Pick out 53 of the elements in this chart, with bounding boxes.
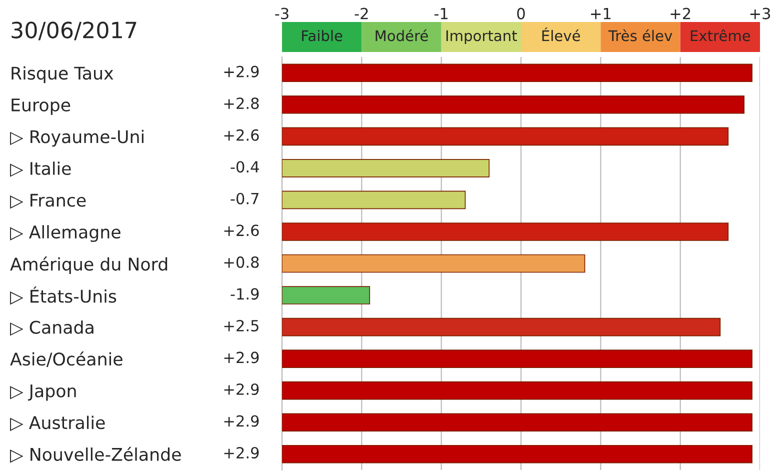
y-tick-label: ▷ Italie — [10, 162, 71, 177]
y-tick-label: Amérique du Nord — [10, 256, 168, 274]
data-label: +0.8 — [224, 256, 259, 268]
bar — [282, 286, 370, 304]
y-tick-label: Asie/Océanie — [10, 352, 122, 368]
text: Élevé — [542, 28, 580, 42]
x-tick-label: -3 — [275, 8, 288, 20]
bar — [282, 127, 729, 146]
text: Très élev — [608, 29, 672, 42]
y-tick-label: ▷ Australie — [10, 416, 105, 432]
data-label: +2.6 — [224, 129, 259, 141]
data-label: +2.9 — [224, 446, 259, 459]
x-tick-label: +3 — [750, 8, 770, 20]
y-tick-label: ▷ Canada — [10, 320, 94, 336]
x-tick-label: +2 — [670, 8, 690, 20]
bar — [282, 318, 721, 336]
bar — [282, 444, 752, 464]
bar — [282, 254, 586, 273]
y-tick-label: Risque Taux — [12, 66, 114, 84]
y-tick-label: Europe — [12, 98, 70, 115]
text: Modéré — [376, 29, 428, 42]
y-tick-label: ▷ Japon — [10, 384, 76, 401]
bar — [282, 381, 752, 400]
text: Extrême — [690, 29, 750, 42]
data-label: +2.9 — [224, 352, 259, 364]
text: 30/06/2017 — [12, 22, 136, 40]
x-tick-label: +1 — [591, 8, 611, 20]
y-tick-label: ▷ Royaume-Uni — [10, 130, 144, 147]
bar — [282, 222, 729, 241]
data-label: +2.6 — [224, 224, 259, 236]
data-label: -0.4 — [230, 161, 259, 173]
y-tick-label: ▷ États-Unis — [10, 286, 116, 305]
bar — [282, 190, 466, 210]
x-tick-label: 0 — [517, 8, 525, 20]
text: Important — [446, 30, 517, 44]
bar — [282, 159, 490, 178]
y-tick-label: ▷ France — [10, 194, 86, 209]
bar — [282, 64, 752, 82]
y-tick-label: ▷ Nouvelle-Zélande — [10, 446, 181, 463]
data-label: -0.7 — [230, 192, 258, 204]
data-label: +2.8 — [224, 98, 259, 110]
data-label: -1.9 — [230, 288, 259, 300]
x-tick-label: -2 — [354, 8, 368, 20]
x-tick-label: -1 — [434, 8, 448, 20]
bar — [282, 350, 752, 368]
data-label: +2.5 — [224, 320, 258, 332]
bar — [282, 413, 752, 432]
text: Faible — [302, 30, 342, 42]
bar — [282, 95, 744, 114]
data-label: +2.9 — [224, 66, 259, 78]
data-label: +2.9 — [224, 383, 259, 396]
data-label: +2.9 — [224, 415, 259, 427]
y-tick-label: ▷ Allemagne — [10, 225, 120, 242]
